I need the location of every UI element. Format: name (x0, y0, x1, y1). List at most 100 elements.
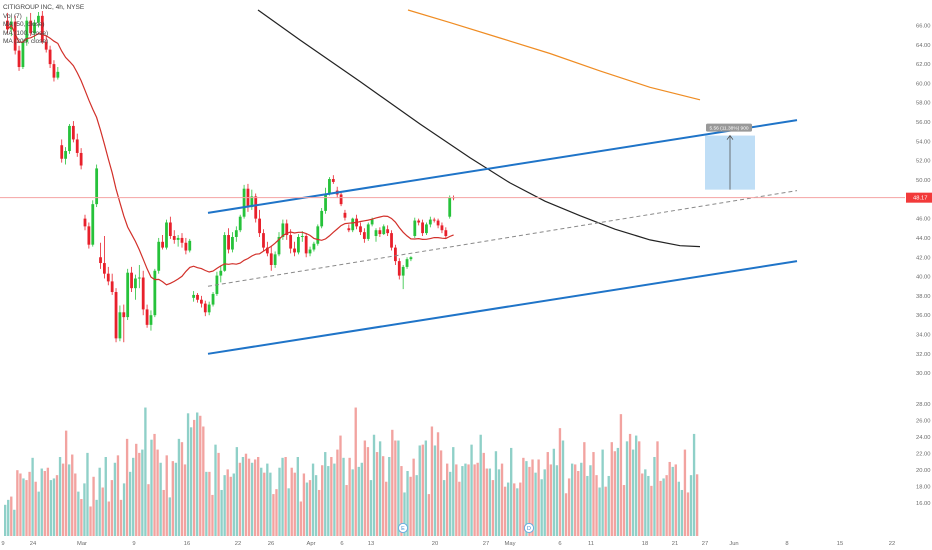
volume-bar (656, 441, 659, 536)
candle-body (413, 220, 417, 237)
candle-body (110, 281, 114, 293)
volume-bar (409, 476, 412, 536)
volume-bar (683, 449, 687, 536)
candle-body (421, 222, 424, 234)
channel-lower-line[interactable] (207, 260, 798, 355)
candle-body (75, 139, 79, 153)
volume-bar (360, 462, 363, 536)
candle-body (238, 216, 242, 231)
volume-bar (141, 449, 144, 536)
legend-symbol[interactable]: CITIGROUP INC, 4h, NYSE (3, 4, 85, 11)
volume-bar (333, 463, 336, 536)
volume-bar (226, 469, 229, 536)
volume-bar (415, 475, 418, 536)
volume-bar (253, 459, 257, 536)
time-axis[interactable]: 9 24 Mar 9 16 22 26 Apr 6 13 20 27 May 6 11 18 21 27 Jun 8 1… (1, 541, 895, 547)
volume-bar (235, 447, 239, 536)
price-tick-label: 52.00 (916, 159, 931, 165)
volume-bar (302, 473, 306, 536)
volume-bar (647, 475, 650, 536)
candle-body (168, 222, 172, 237)
volume-bar (269, 472, 272, 536)
volume-bar (375, 452, 379, 536)
candle-body (394, 247, 397, 262)
volume-bar (177, 438, 181, 536)
volume-bar (128, 471, 132, 536)
volume-bar (522, 457, 525, 536)
candle-body (444, 230, 448, 236)
time-tick-label: 13 (368, 541, 374, 547)
ma50-line (6, 24, 454, 286)
candle-body (223, 235, 227, 271)
candle-body (165, 222, 168, 248)
volume-bar (540, 479, 543, 536)
legend-ma50[interactable]: MA (50, close) (3, 21, 45, 29)
volume-bar (351, 469, 354, 536)
candle-body (29, 20, 33, 34)
volume-bar (476, 462, 479, 536)
volume-bar (577, 471, 580, 536)
candle-body (180, 237, 184, 243)
target-label: 5.56 (11.38%) 900 (709, 125, 748, 131)
price-tick-label: 38.00 (916, 294, 931, 300)
volume-tick-label: 18.00 (916, 485, 931, 491)
candle-body (200, 299, 203, 304)
candle-body (64, 151, 67, 159)
candle-body (405, 259, 409, 267)
candle-body (370, 219, 374, 225)
dividend-marker[interactable]: D (523, 522, 535, 534)
volume-bar (25, 480, 28, 536)
target-projection[interactable]: 5.56 (11.38%) 900 (705, 123, 755, 190)
candlesticks (6, 11, 455, 343)
volume-bar (37, 491, 40, 536)
candle-body (285, 223, 289, 236)
price-tick-label: 66.00 (916, 24, 931, 30)
candle-body (134, 278, 137, 289)
volume-bar (455, 464, 458, 536)
volume-bar (19, 473, 22, 536)
time-tick-label: 8 (785, 541, 788, 547)
legend-ma100[interactable]: MA (100, close) (3, 29, 49, 37)
volume-bar (412, 458, 415, 536)
volume-bar (257, 457, 260, 536)
volume-bar (470, 444, 473, 536)
earnings-marker[interactable]: E (397, 522, 409, 534)
volume-bar (314, 475, 318, 536)
volume-bar (229, 476, 232, 536)
channel-midline[interactable] (207, 190, 798, 287)
candle-body (312, 243, 316, 250)
volume-bar (619, 414, 623, 536)
candle-body (258, 218, 261, 234)
last-price-tag: 48.17 (906, 192, 932, 203)
candle-body (324, 193, 327, 211)
volume-bar (491, 480, 495, 536)
candle-body (17, 50, 21, 68)
legend-volume[interactable]: Vol (7) (3, 12, 22, 20)
ma100-line (257, 9, 701, 248)
candle-body (68, 125, 71, 152)
candle-body (448, 197, 452, 217)
time-tick-label: 18 (642, 541, 648, 547)
volume-bar (205, 471, 208, 536)
volume-bar (671, 466, 674, 536)
volume-bar (546, 452, 549, 536)
volume-bar (430, 426, 434, 536)
price-tick-label: 50.00 (916, 178, 931, 184)
volume-axis: 28.00 26.00 24.00 22.00 20.00 18.00 16.00 (916, 402, 931, 507)
volume-bar (479, 434, 482, 536)
volume-bar (263, 472, 266, 536)
volume-bar (244, 453, 248, 536)
volume-bar (296, 457, 299, 536)
time-tick-label: 22 (235, 541, 241, 547)
legend-ma200[interactable]: MA (200, close) (3, 38, 49, 46)
candle-body (83, 218, 87, 227)
candle-body (417, 220, 421, 223)
candle-body (316, 226, 320, 244)
earnings-marker-circle (397, 522, 409, 534)
candle-body (250, 196, 254, 208)
candle-body (304, 236, 308, 254)
target-label-bg (706, 123, 752, 132)
volume-bar (342, 457, 345, 536)
volume-bar (644, 469, 647, 536)
